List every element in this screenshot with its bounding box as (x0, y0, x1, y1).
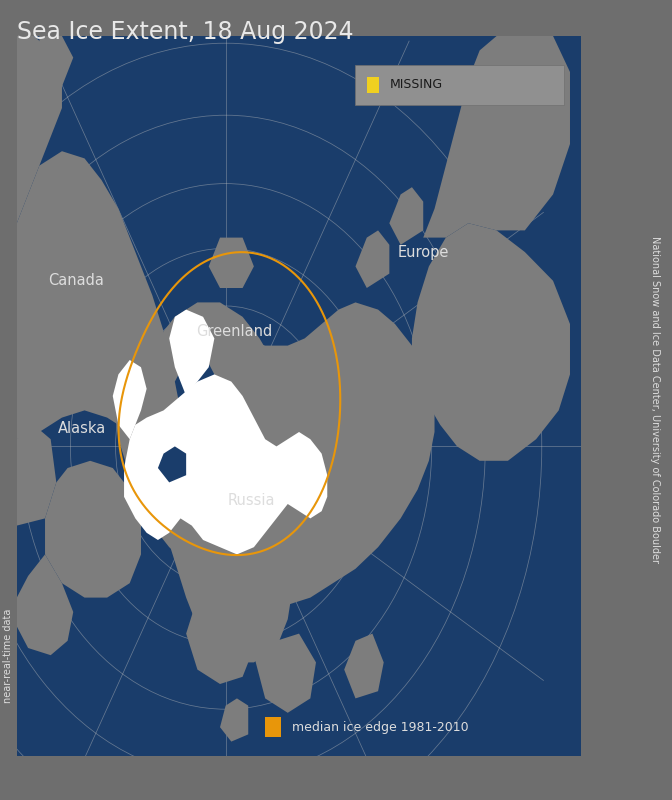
Polygon shape (186, 590, 254, 684)
Polygon shape (169, 310, 214, 396)
Polygon shape (141, 302, 294, 662)
Bar (265, 717, 281, 738)
Text: Greenland: Greenland (196, 324, 272, 338)
Polygon shape (344, 634, 384, 698)
Text: near-real-time data: near-real-time data (3, 609, 13, 703)
Polygon shape (17, 36, 62, 223)
Polygon shape (113, 302, 435, 605)
Polygon shape (45, 461, 141, 598)
Polygon shape (158, 446, 186, 482)
Text: Sea Ice Extent, 18 Aug 2024: Sea Ice Extent, 18 Aug 2024 (17, 20, 353, 44)
Polygon shape (124, 374, 327, 554)
Polygon shape (389, 187, 423, 245)
Polygon shape (175, 353, 214, 418)
Text: median ice edge 1981-2010: median ice edge 1981-2010 (292, 721, 469, 734)
Polygon shape (423, 36, 570, 238)
Text: Europe: Europe (398, 245, 449, 259)
Polygon shape (40, 36, 73, 94)
Text: Canada: Canada (48, 274, 104, 288)
Text: MISSING: MISSING (389, 78, 442, 91)
Polygon shape (209, 238, 254, 288)
Polygon shape (220, 698, 248, 742)
Text: Alaska: Alaska (58, 421, 106, 436)
Polygon shape (17, 425, 56, 526)
Polygon shape (163, 475, 209, 547)
Polygon shape (254, 634, 316, 713)
Polygon shape (17, 86, 50, 151)
Polygon shape (355, 230, 389, 288)
Polygon shape (113, 360, 146, 439)
Polygon shape (17, 151, 169, 446)
Polygon shape (412, 223, 570, 461)
Text: Russia: Russia (227, 493, 275, 508)
Text: National Snow and Ice Data Center, University of Colorado Boulder: National Snow and Ice Data Center, Unive… (650, 237, 660, 563)
Polygon shape (130, 439, 175, 518)
Bar (367, 77, 379, 93)
Polygon shape (17, 554, 73, 655)
Bar (355, 65, 564, 105)
